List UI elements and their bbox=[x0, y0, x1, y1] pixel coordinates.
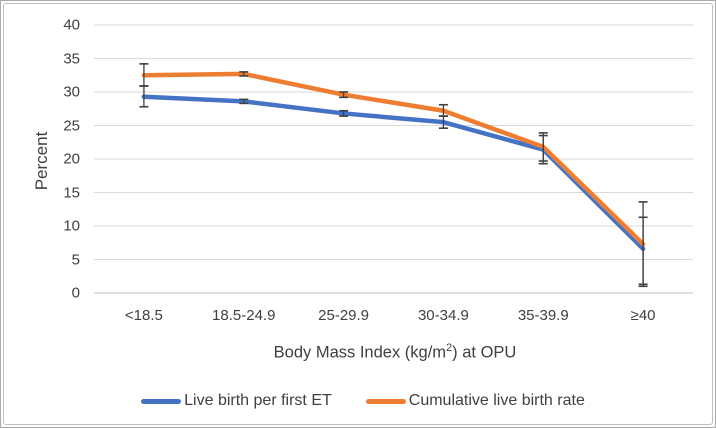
plot-area bbox=[94, 24, 693, 294]
x-axis-title-suffix: ) at OPU bbox=[452, 343, 517, 362]
legend: Live birth per first ET Cumulative live … bbox=[4, 392, 712, 410]
x-tick-label: 25-29.9 bbox=[318, 307, 370, 324]
y-tick-label: 20 bbox=[63, 150, 80, 168]
y-tick-label: 15 bbox=[63, 184, 80, 201]
x-tick-label: <18.5 bbox=[124, 307, 163, 324]
legend-label: Cumulative live birth rate bbox=[408, 392, 585, 409]
x-tick-label: 35-39.9 bbox=[517, 307, 569, 324]
x-tick-label: ≥40 bbox=[630, 307, 656, 324]
x-axis-title-prefix: Body Mass Index (kg/m bbox=[273, 343, 447, 362]
x-tick-label: 30-34.9 bbox=[417, 307, 469, 324]
y-tick-label: 5 bbox=[71, 251, 80, 268]
x-axis-title: Body Mass Index (kg/m2) at OPU bbox=[274, 342, 517, 363]
legend-label: Live birth per first ET bbox=[184, 392, 332, 409]
y-tick-label: 10 bbox=[63, 217, 80, 235]
x-axis-title-superscript: 2 bbox=[446, 342, 453, 354]
series-line-orange bbox=[141, 71, 646, 247]
y-axis-title: Percent bbox=[32, 131, 51, 191]
y-tick-label: 0 bbox=[71, 284, 80, 302]
chart-card: 0 5 10 15 20 25 30 35 40 <18.5 18.5-24.9 25-29.9 30… bbox=[3, 3, 713, 425]
legend-item-live-birth-per-first-et: Live birth per first ET bbox=[141, 392, 332, 410]
legend-line-swatch-blue bbox=[141, 398, 182, 404]
y-tick-label: 35 bbox=[63, 50, 80, 67]
x-tick-label: 18.5-24.9 bbox=[212, 307, 276, 324]
legend-line-swatch-orange bbox=[365, 398, 406, 404]
legend-item-cumulative-live-birth-rate: Cumulative live birth rate bbox=[365, 392, 585, 410]
y-tick-label: 30 bbox=[63, 83, 80, 101]
y-tick-label: 40 bbox=[63, 16, 80, 34]
y-tick-label: 25 bbox=[63, 117, 80, 134]
